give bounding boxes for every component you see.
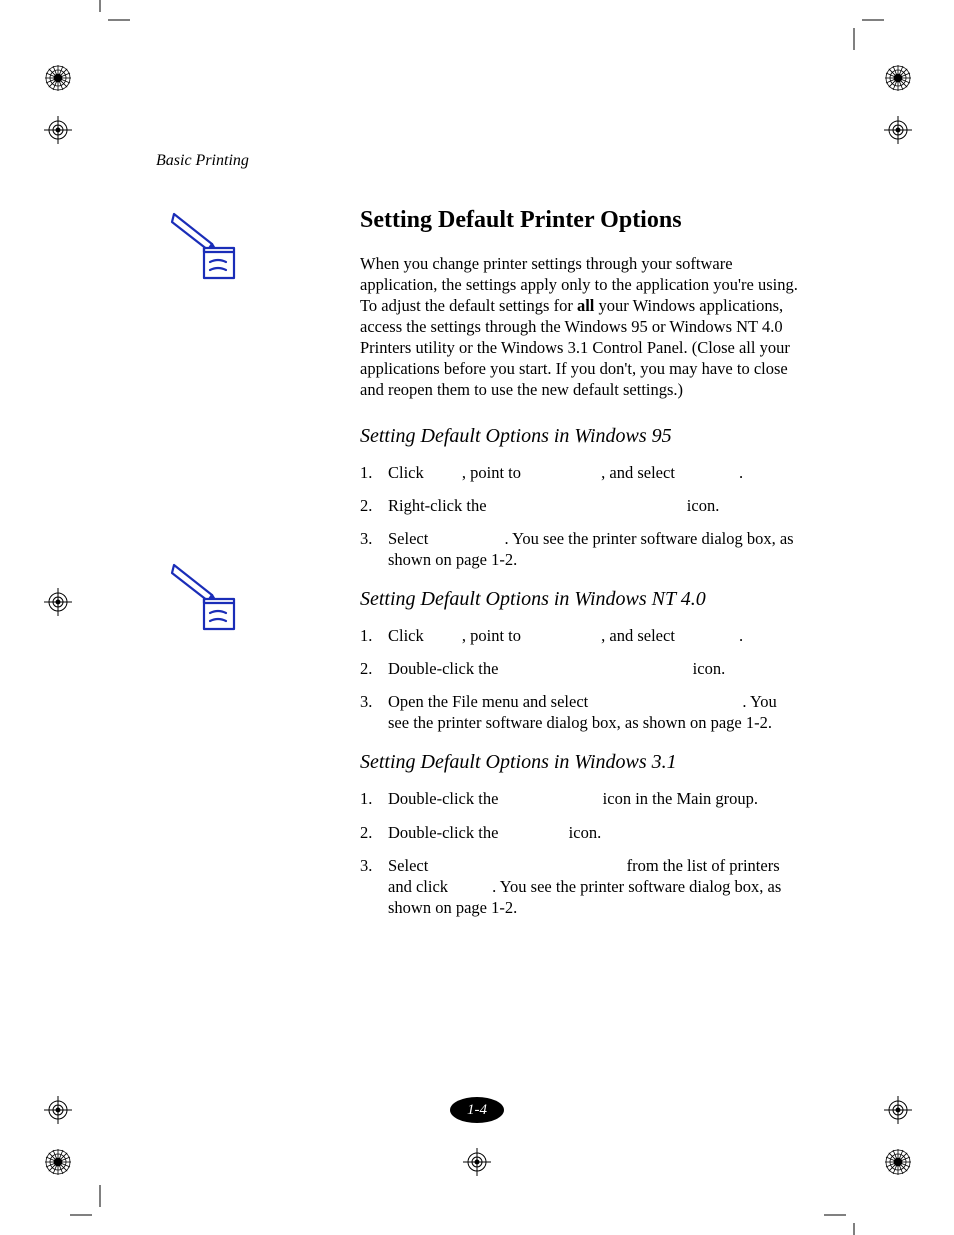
section-heading: Setting Default Options in Windows 3.1 bbox=[360, 751, 800, 774]
step-text: Select from the list of printers and cli… bbox=[388, 855, 800, 918]
step-number: 1. bbox=[360, 788, 388, 809]
registration-mark-icon bbox=[883, 115, 913, 150]
registration-mark-icon bbox=[462, 1147, 492, 1182]
registration-mark-icon bbox=[883, 63, 913, 98]
registration-mark-icon bbox=[43, 1147, 73, 1182]
step-number: 2. bbox=[360, 658, 388, 679]
step-number: 3. bbox=[360, 528, 388, 570]
section-heading: Setting Default Options in Windows NT 4.… bbox=[360, 588, 800, 611]
step-text: Select . You see the printer software di… bbox=[388, 528, 800, 570]
registration-mark-icon bbox=[43, 63, 73, 98]
step-number: 1. bbox=[360, 625, 388, 646]
step-number: 3. bbox=[360, 691, 388, 733]
step-item: 3.Select . You see the printer software … bbox=[360, 528, 800, 570]
step-item: 3.Open the File menu and select . You se… bbox=[360, 691, 800, 733]
page-number: 1-4 bbox=[450, 1097, 504, 1123]
step-item: 2.Double-click the icon. bbox=[360, 822, 800, 843]
step-text: Double-click the icon. bbox=[388, 658, 800, 679]
intro-bold: all bbox=[577, 296, 594, 315]
page-title: Setting Default Printer Options bbox=[360, 206, 800, 235]
step-text: Click , point to , and select . bbox=[388, 462, 800, 483]
step-item: 1.Double-click the icon in the Main grou… bbox=[360, 788, 800, 809]
step-item: 2.Right-click the icon. bbox=[360, 495, 800, 516]
step-item: 1.Click , point to , and select . bbox=[360, 462, 800, 483]
step-number: 3. bbox=[360, 855, 388, 918]
step-item: 2.Double-click the icon. bbox=[360, 658, 800, 679]
step-text: Right-click the icon. bbox=[388, 495, 800, 516]
steps-list: 1.Click , point to , and select .2.Right… bbox=[360, 462, 800, 570]
step-text: Double-click the icon in the Main group. bbox=[388, 788, 800, 809]
registration-mark-icon bbox=[43, 587, 73, 622]
step-text: Double-click the icon. bbox=[388, 822, 800, 843]
body-column: Setting Default Printer Options When you… bbox=[360, 206, 800, 918]
section-heading: Setting Default Options in Windows 95 bbox=[360, 425, 800, 448]
steps-list: 1.Double-click the icon in the Main grou… bbox=[360, 788, 800, 918]
crop-mark-icon bbox=[70, 1185, 130, 1235]
steps-list: 1.Click , point to , and select .2.Doubl… bbox=[360, 625, 800, 733]
registration-mark-icon bbox=[883, 1147, 913, 1182]
registration-mark-icon bbox=[883, 1095, 913, 1130]
crop-mark-icon bbox=[70, 0, 130, 50]
crop-mark-icon bbox=[824, 1185, 884, 1235]
page-content: Basic Printing Setting Default Printer O… bbox=[156, 152, 806, 936]
registration-mark-icon bbox=[43, 1095, 73, 1130]
crop-mark-icon bbox=[824, 0, 884, 50]
step-number: 1. bbox=[360, 462, 388, 483]
registration-mark-icon bbox=[43, 115, 73, 150]
step-item: 3.Select from the list of printers and c… bbox=[360, 855, 800, 918]
intro-paragraph: When you change printer settings through… bbox=[360, 253, 800, 401]
running-head: Basic Printing bbox=[156, 152, 806, 170]
step-text: Open the File menu and select . You see … bbox=[388, 691, 800, 733]
step-item: 1.Click , point to , and select . bbox=[360, 625, 800, 646]
step-number: 2. bbox=[360, 495, 388, 516]
step-number: 2. bbox=[360, 822, 388, 843]
step-text: Click , point to , and select . bbox=[388, 625, 800, 646]
